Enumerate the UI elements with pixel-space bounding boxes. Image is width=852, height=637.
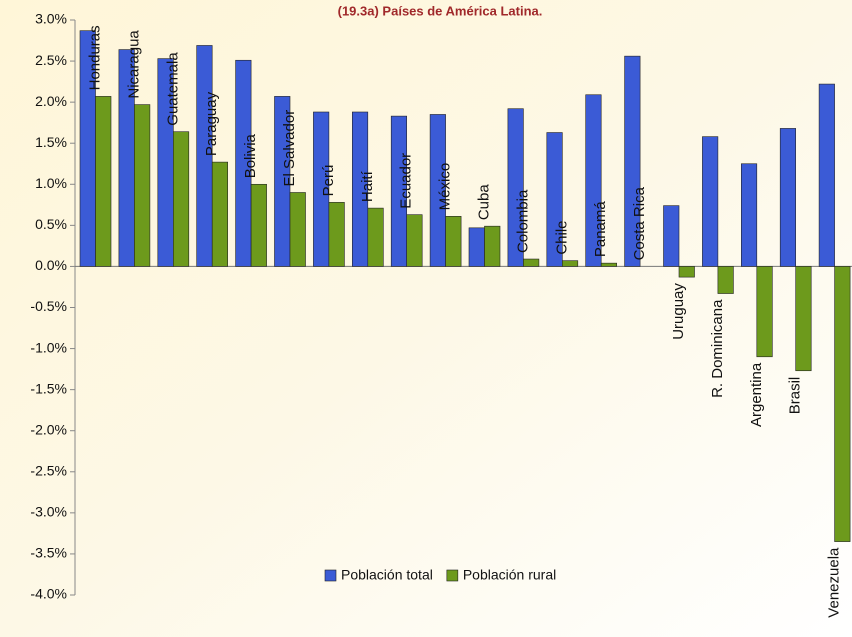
bar: [600, 262, 618, 267]
category-label: Cuba: [475, 184, 492, 221]
bar: [173, 131, 190, 267]
y-tick-label: -3.0%: [30, 504, 67, 520]
bar: [351, 111, 369, 267]
bar: [445, 216, 462, 267]
bar: [313, 111, 330, 267]
bar: [702, 136, 719, 267]
y-tick-label: -2.5%: [30, 462, 67, 478]
legend-swatch: [446, 569, 459, 582]
category-label: Nicaragua: [125, 30, 142, 99]
category-label: Haití: [359, 170, 376, 202]
bar: [663, 205, 680, 267]
bar: [235, 59, 252, 267]
y-tick-label: -1.5%: [30, 380, 67, 396]
category-label: Perú: [320, 165, 337, 197]
bar: [328, 202, 345, 267]
bar: [818, 83, 835, 267]
category-label: Panamá: [592, 201, 609, 258]
legend-swatch: [324, 569, 337, 582]
category-label: Argentina: [748, 362, 765, 427]
y-tick-label: 3.0%: [35, 11, 67, 27]
y-tick-label: -0.5%: [30, 298, 67, 314]
chart-title: (19.3a) Países de América Latina.: [338, 3, 543, 18]
bar: [740, 163, 758, 267]
y-tick-label: 2.5%: [35, 52, 67, 68]
y-tick-label: 1.0%: [35, 175, 67, 191]
bar: [196, 45, 213, 267]
category-label: R. Dominicana: [709, 299, 726, 398]
bar: [429, 114, 446, 267]
bar: [274, 96, 291, 267]
bar: [756, 266, 773, 358]
y-tick-label: -1.0%: [30, 339, 67, 355]
bar: [795, 266, 812, 372]
category-label: Colombia: [514, 189, 531, 253]
category-label: Paraguay: [203, 91, 220, 156]
category-label: México: [437, 163, 454, 211]
category-label: Guatemala: [164, 52, 181, 126]
y-tick-label: 0.0%: [35, 257, 67, 273]
bar: [834, 266, 851, 542]
y-tick-label: 1.5%: [35, 134, 67, 150]
bar: [406, 214, 423, 267]
bar: [523, 258, 540, 267]
bar: [546, 132, 563, 267]
y-tick-label: -3.5%: [30, 545, 67, 561]
bar: [289, 192, 306, 267]
category-label: Brasil: [787, 377, 804, 415]
bar: [367, 207, 384, 267]
bar: [250, 183, 267, 267]
bar: [95, 96, 112, 267]
y-tick-label: 2.0%: [35, 93, 67, 109]
category-label: Honduras: [86, 25, 103, 90]
category-label: Chile: [553, 220, 570, 254]
bar: [779, 128, 797, 267]
category-label: Costa Rica: [631, 186, 648, 260]
bar: [468, 227, 485, 267]
bar: [507, 108, 524, 267]
bar: [585, 94, 602, 267]
bar: [211, 161, 228, 267]
category-label: El Salvador: [281, 110, 298, 187]
bar: [717, 266, 734, 294]
legend-label: Población rural: [463, 567, 556, 583]
category-label: Bolivia: [242, 133, 259, 178]
category-label: Ecuador: [398, 153, 415, 209]
y-tick-label: -4.0%: [30, 586, 67, 602]
bar: [678, 266, 695, 278]
legend-label: Población total: [341, 567, 433, 583]
y-tick-label: 0.5%: [35, 216, 67, 232]
category-label: Venezuela: [826, 547, 843, 618]
bar: [134, 104, 151, 267]
bar: [390, 115, 408, 267]
y-tick-label: -2.0%: [30, 421, 67, 437]
category-label: Uruguay: [670, 283, 687, 340]
bar: [624, 55, 641, 267]
bar: [561, 260, 579, 267]
bar: [484, 225, 501, 267]
